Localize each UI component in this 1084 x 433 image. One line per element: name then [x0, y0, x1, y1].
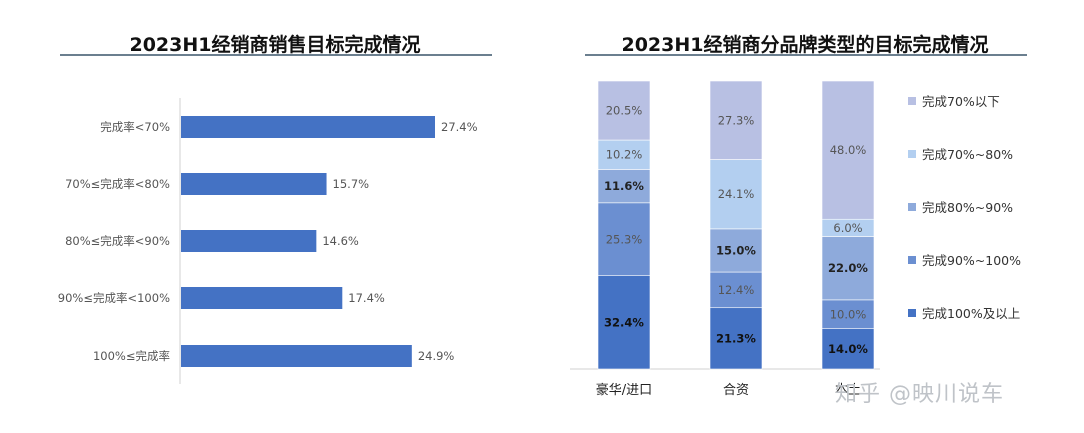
right-segment-label-1-5: 20.5%	[606, 104, 643, 118]
right-segment-label-1-2: 25.3%	[606, 232, 643, 246]
right-segment-label-3-5: 48.0%	[830, 143, 867, 157]
right-segment-3-3	[821, 236, 875, 301]
left-bar-4	[181, 287, 343, 309]
right-segment-1-5	[597, 80, 651, 141]
left-chart-title: 2023H1经销商销售目标完成情况	[129, 34, 421, 56]
left-value-label-5: 24.9%	[418, 349, 455, 363]
right-category-label-3: 本土	[835, 383, 861, 398]
left-bar-3	[181, 230, 317, 252]
left-value-label-3: 14.6%	[322, 234, 359, 248]
left-value-label-2: 15.7%	[333, 177, 370, 191]
left-value-label-1: 27.4%	[441, 120, 478, 134]
right-segment-label-2-3: 15.0%	[716, 243, 756, 257]
right-segment-2-2	[709, 271, 763, 309]
watermark: 知乎 @映川说车	[835, 382, 1004, 407]
left-category-label-5: 100%≤完成率	[93, 349, 170, 363]
legend-swatch-2	[908, 150, 916, 158]
right-segment-label-2-4: 24.1%	[718, 187, 755, 201]
left-category-label-1: 完成率<70%	[100, 120, 170, 134]
right-segment-1-2	[597, 202, 651, 276]
right-segment-3-5	[821, 80, 875, 220]
left-category-label-3: 80%≤完成率<90%	[65, 234, 170, 248]
right-segment-label-2-1: 21.3%	[716, 331, 756, 345]
right-category-label-1: 豪华/进口	[596, 382, 652, 398]
left-bar-5	[181, 345, 412, 367]
right-segment-label-3-4: 6.0%	[833, 221, 862, 235]
right-chart-title: 2023H1经销商分品牌类型的目标完成情况	[621, 34, 989, 56]
right-segment-3-2	[821, 299, 875, 329]
right-category-label-2: 合资	[723, 383, 749, 398]
legend-label-3: 完成80%~90%	[922, 200, 1013, 215]
legend-swatch-5	[908, 309, 916, 317]
right-segment-2-5	[709, 80, 763, 160]
legend-swatch-3	[908, 203, 916, 211]
right-segment-1-1	[597, 275, 651, 370]
right-segment-1-3	[597, 169, 651, 204]
right-segment-label-1-1: 32.4%	[604, 315, 644, 329]
right-segment-label-1-3: 11.6%	[604, 179, 644, 193]
right-segment-label-1-4: 10.2%	[606, 148, 643, 162]
left-title-rule	[60, 54, 492, 56]
legend-label-2: 完成70%~80%	[922, 147, 1013, 162]
right-segment-2-4	[709, 159, 763, 230]
right-segment-label-2-2: 12.4%	[718, 283, 755, 297]
legend-swatch-4	[908, 256, 916, 264]
right-title-rule	[585, 54, 1027, 56]
left-value-label-4: 17.4%	[348, 291, 385, 305]
left-category-label-4: 90%≤完成率<100%	[58, 291, 170, 305]
legend-label-1: 完成70%以下	[922, 94, 1000, 109]
right-segment-2-1	[709, 307, 763, 370]
right-segment-label-2-5: 27.3%	[718, 113, 755, 127]
right-segment-label-3-2: 10.0%	[830, 307, 867, 321]
left-category-label-2: 70%≤完成率<80%	[65, 177, 170, 191]
left-bar-1	[181, 116, 435, 138]
right-segment-2-3	[709, 228, 763, 273]
legend-label-4: 完成90%~100%	[922, 253, 1021, 268]
left-bar-2	[181, 173, 327, 195]
right-segment-3-1	[821, 328, 875, 370]
right-segment-label-3-3: 22.0%	[828, 261, 868, 275]
legend-swatch-1	[908, 97, 916, 105]
legend-label-5: 完成100%及以上	[922, 306, 1020, 321]
right-segment-label-3-1: 14.0%	[828, 342, 868, 356]
